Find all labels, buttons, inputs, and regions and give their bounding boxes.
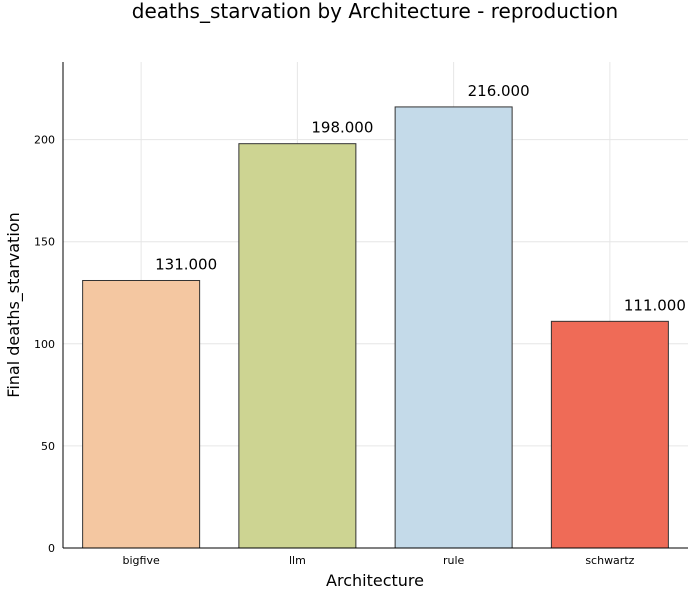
chart-title: deaths_starvation by Architecture - repr… <box>132 0 618 23</box>
value-label-schwartz: 111.000 <box>624 296 686 314</box>
x-axis-label: Architecture <box>326 571 424 590</box>
value-label-llm: 198.000 <box>311 119 373 137</box>
x-tick-label-schwartz: schwartz <box>585 554 634 567</box>
y-tick-label: 50 <box>41 440 55 453</box>
x-tick-label-rule: rule <box>443 554 465 567</box>
bars <box>82 106 669 549</box>
bar-llm <box>238 143 357 549</box>
y-tick-label: 150 <box>34 236 55 249</box>
x-tick-labels: bigfive llm rule schwartz <box>123 554 635 567</box>
data-labels: 131.000 198.000 216.000 111.000 <box>155 82 686 314</box>
bar-bigfive <box>82 279 201 549</box>
value-label-bigfive: 131.000 <box>155 255 217 273</box>
y-tick-labels: 0 50 100 150 200 <box>34 134 55 555</box>
y-tick-label: 100 <box>34 338 55 351</box>
y-tick-label: 200 <box>34 134 55 147</box>
bar-rule <box>394 106 513 549</box>
value-label-rule: 216.000 <box>468 82 530 100</box>
bar-schwartz <box>550 320 669 549</box>
x-tick-label-llm: llm <box>289 554 306 567</box>
y-axis-label: Final deaths_starvation <box>4 212 24 397</box>
x-tick-label-bigfive: bigfive <box>123 554 160 567</box>
y-tick-label: 0 <box>48 542 55 555</box>
